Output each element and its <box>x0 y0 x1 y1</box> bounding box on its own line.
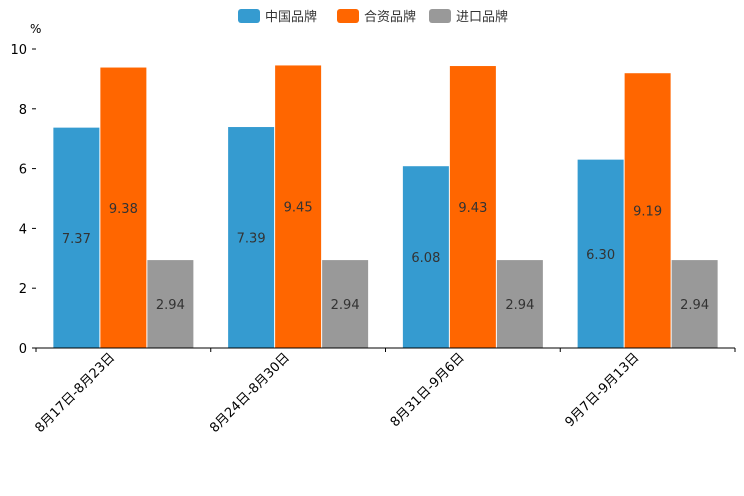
bar-1-3 <box>402 166 449 348</box>
x-axis-ticks: 8月17日-8月23日 8月24日-8月30日 8月31日-9月6日 9月7日-9月1… <box>32 348 736 436</box>
bars <box>53 65 718 349</box>
bar-2-3 <box>449 66 496 348</box>
legend-label-3: 进口品牌 <box>456 9 508 25</box>
x-category-label: 8月17日-8月23日 <box>32 350 118 436</box>
bar-2-1 <box>100 67 147 349</box>
legend: 中国品牌 合资品牌 进口品牌 <box>238 9 508 25</box>
data-label: 2.94 <box>680 298 709 313</box>
data-label: 9.38 <box>109 202 138 217</box>
data-label: 6.30 <box>586 248 615 263</box>
data-label: 2.94 <box>331 298 360 313</box>
bar-3-4 <box>671 260 718 348</box>
bar-1-1 <box>53 127 100 349</box>
data-label: 9.43 <box>458 201 487 216</box>
bar-2-4 <box>624 73 671 349</box>
legend-label-1: 中国品牌 <box>265 9 317 25</box>
y-tick-label: 8 <box>19 103 27 118</box>
data-label: 7.39 <box>237 232 266 247</box>
bar-3-3 <box>496 260 543 348</box>
y-axis-ticks: 0 2 4 6 8 10 <box>10 43 36 357</box>
data-label: 2.94 <box>156 298 185 313</box>
data-labels: 7.37 9.38 2.94 7.39 9.45 2.94 6.08 9.43 2.94 6.30… <box>62 201 709 313</box>
x-category-label: 9月7日-9月13日 <box>563 350 643 430</box>
bar-3-1 <box>147 260 194 348</box>
bar-3-2 <box>322 260 369 348</box>
y-axis-unit-label: % <box>30 22 41 36</box>
y-tick-label: 10 <box>10 43 27 58</box>
legend-swatch-1 <box>238 9 260 23</box>
y-tick-label: 6 <box>19 163 27 178</box>
y-tick-label: 2 <box>19 282 27 297</box>
y-tick-label: 4 <box>19 222 27 237</box>
data-label: 9.45 <box>284 201 313 216</box>
legend-swatch-3 <box>429 9 451 23</box>
y-tick-label: 0 <box>19 342 27 357</box>
x-category-label: 8月31日-9月6日 <box>388 350 468 430</box>
legend-swatch-2 <box>337 9 359 23</box>
bar-1-2 <box>228 127 275 348</box>
bar-1-4 <box>577 159 624 348</box>
bar-2-2 <box>275 65 322 348</box>
legend-label-2: 合资品牌 <box>364 9 416 25</box>
data-label: 2.94 <box>505 298 534 313</box>
data-label: 7.37 <box>62 232 91 247</box>
data-label: 9.19 <box>633 205 662 220</box>
x-category-label: 8月24日-8月30日 <box>207 350 293 436</box>
data-label: 6.08 <box>411 251 440 266</box>
